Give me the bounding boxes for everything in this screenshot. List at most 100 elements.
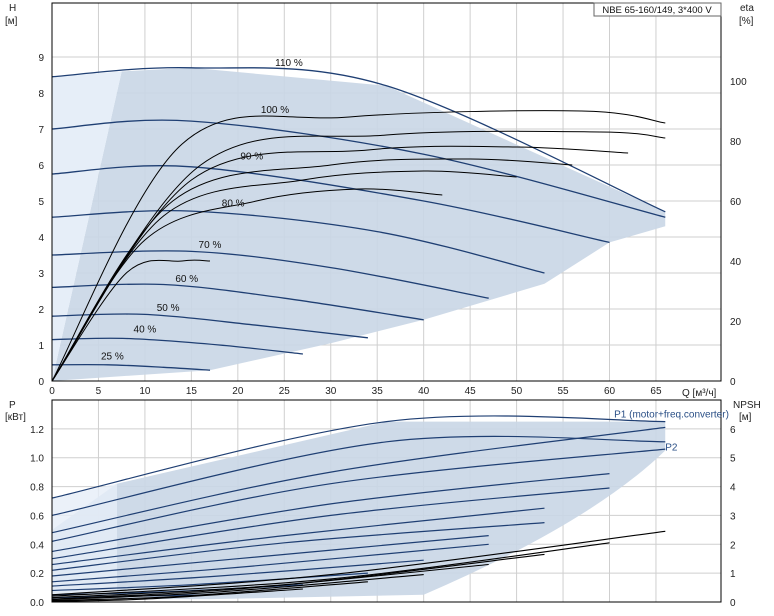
top-y-tick-label-0: 0 xyxy=(38,377,44,388)
speed-label-4: 70 % xyxy=(199,240,222,251)
power-curve-2 xyxy=(51,426,666,534)
bottom-y-tick-label-1: 0.2 xyxy=(30,569,44,580)
head-curve-0 xyxy=(51,66,666,213)
speed-label-0: 110 % xyxy=(275,58,303,69)
top-ylabel-left-unit: [м] xyxy=(5,16,18,27)
top-x-tick-label-8: 40 xyxy=(418,386,430,397)
top-x-tick-label-13: 65 xyxy=(650,386,662,397)
head-curve-8 xyxy=(51,363,211,371)
speed-label-2: 90 % xyxy=(240,152,263,163)
power-series-label-0: P1 (motor+freq.converter) xyxy=(614,409,729,420)
eta-curve-0 xyxy=(51,110,666,382)
npsh-tick-label-4: 4 xyxy=(730,483,736,494)
npsh-tick-label-2: 2 xyxy=(730,540,736,551)
top-xlabel: Q [м³/ч] xyxy=(682,388,717,399)
top-x-tick-label-3: 15 xyxy=(186,386,198,397)
top-y-tick-label-8: 8 xyxy=(38,89,44,100)
top-y-tick-label-5: 5 xyxy=(38,197,44,208)
power-curve-0 xyxy=(51,415,666,499)
head-curve-5 xyxy=(51,283,424,321)
power-curve-7 xyxy=(51,522,545,571)
npsh-tick-label-3: 3 xyxy=(730,511,736,522)
power-curve-9 xyxy=(51,543,489,583)
npsh-curve-3 xyxy=(51,563,489,600)
speed-label-1: 100 % xyxy=(261,105,289,116)
power-curve-8 xyxy=(51,535,489,577)
eta-tick-label-3: 60 xyxy=(730,197,742,208)
top-ylabel-left: H xyxy=(9,3,16,14)
npsh-curve-1 xyxy=(51,542,610,597)
bottom-operating-area-light xyxy=(52,483,118,600)
bottom-ylabel-right-unit: [м] xyxy=(739,412,752,423)
power-curve-1 xyxy=(51,435,666,516)
npsh-curve-5 xyxy=(51,581,368,602)
bottom-ylabel-left: P xyxy=(9,400,16,411)
bottom-ylabel-right: NPSH xyxy=(733,400,761,411)
speed-label-5: 60 % xyxy=(175,274,198,285)
top-x-tick-label-10: 50 xyxy=(511,386,523,397)
bottom-y-tick-label-3: 0.6 xyxy=(30,511,44,522)
npsh-curve-4 xyxy=(51,574,424,601)
eta-tick-label-4: 80 xyxy=(730,137,742,148)
top-operating-area xyxy=(52,67,666,382)
speed-label-7: 40 % xyxy=(134,324,157,335)
top-y-tick-label-6: 6 xyxy=(38,161,44,172)
head-curve-1 xyxy=(51,119,666,218)
bottom-plot-frame xyxy=(51,399,722,603)
top-y-tick-label-2: 2 xyxy=(38,305,44,316)
bottom-operating-area xyxy=(52,421,666,600)
top-x-tick-label-11: 55 xyxy=(557,386,569,397)
bottom-ylabel-left-unit: [кВт] xyxy=(5,412,26,423)
top-x-tick-label-9: 45 xyxy=(465,386,477,397)
bottom-y-tick-label-6: 1.2 xyxy=(30,425,44,436)
top-operating-area-light xyxy=(52,71,122,382)
head-curve-3 xyxy=(51,209,545,274)
curve-layer xyxy=(51,66,666,602)
top-y-tick-label-9: 9 xyxy=(38,53,44,64)
npsh-curve-6 xyxy=(51,588,303,602)
speed-label-8: 25 % xyxy=(101,351,124,362)
npsh-tick-label-6: 6 xyxy=(730,425,736,436)
power-curve-6 xyxy=(51,507,545,566)
top-ylabel-right: eta xyxy=(740,3,754,14)
top-x-tick-label-4: 20 xyxy=(232,386,244,397)
head-curve-2 xyxy=(51,165,610,244)
top-y-tick-label-4: 4 xyxy=(38,233,44,244)
eta-tick-label-1: 20 xyxy=(730,317,742,328)
head-curve-4 xyxy=(51,250,489,299)
npsh-tick-label-0: 0 xyxy=(730,598,736,609)
power-curve-10 xyxy=(51,559,424,587)
power-curve-3 xyxy=(51,448,666,542)
bottom-y-tick-label-0: 0.0 xyxy=(30,598,44,609)
eta-tick-label-2: 40 xyxy=(730,257,742,268)
top-x-tick-label-6: 30 xyxy=(325,386,337,397)
power-curve-11 xyxy=(51,572,368,592)
eta-curve-3 xyxy=(51,158,573,382)
top-x-tick-label-0: 0 xyxy=(49,386,55,397)
power-series-label-1: P2 xyxy=(665,443,678,454)
top-x-tick-label-2: 10 xyxy=(139,386,151,397)
title-box xyxy=(593,2,722,17)
top-y-tick-label-7: 7 xyxy=(38,125,44,136)
operating-area-layer xyxy=(52,67,666,600)
eta-curve-6 xyxy=(51,259,211,382)
eta-curve-5 xyxy=(51,188,443,382)
top-plot-frame xyxy=(51,2,722,382)
chart-title: NBE 65-160/149, 3*400 V xyxy=(602,5,712,16)
top-y-tick-label-3: 3 xyxy=(38,269,44,280)
power-curve-4 xyxy=(51,473,610,553)
npsh-tick-label-1: 1 xyxy=(730,569,736,580)
bottom-y-tick-label-4: 0.8 xyxy=(30,483,44,494)
eta-tick-label-5: 100 xyxy=(730,77,747,88)
bottom-y-tick-label-2: 0.4 xyxy=(30,540,44,551)
top-x-tick-label-12: 60 xyxy=(604,386,616,397)
text-layer: 0 5 10 15 20 25 30 35 40 45 50 55 60 6501234567890204… xyxy=(30,53,747,609)
top-x-tick-label-5: 25 xyxy=(279,386,291,397)
top-ylabel-right-unit: [%] xyxy=(739,16,754,27)
eta-tick-label-0: 0 xyxy=(730,377,736,388)
power-curve-5 xyxy=(51,487,610,560)
speed-label-3: 80 % xyxy=(222,198,245,209)
head-curve-7 xyxy=(51,337,303,355)
